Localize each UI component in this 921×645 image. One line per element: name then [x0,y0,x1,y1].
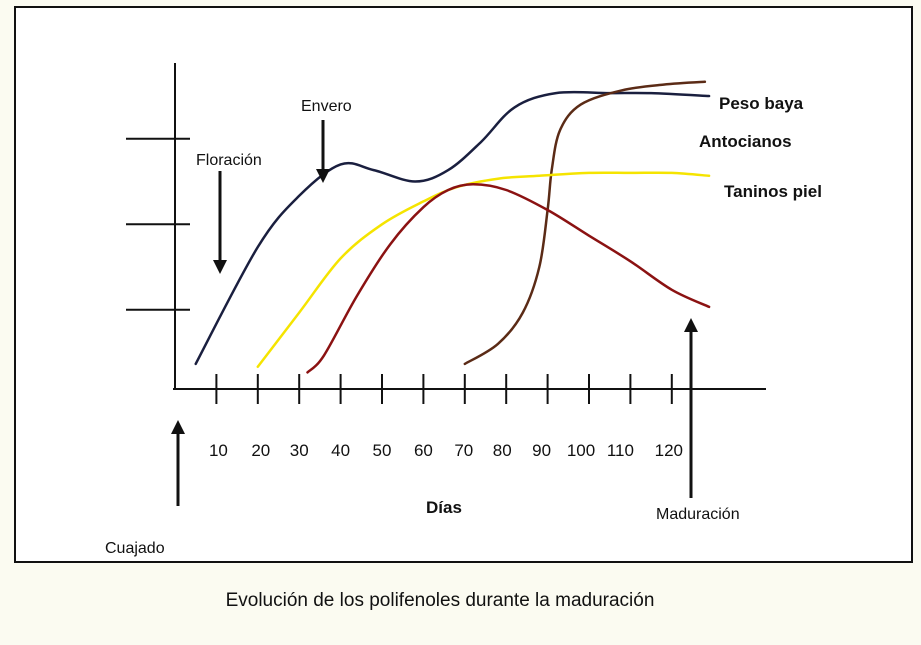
x-tick-label: 40 [331,441,350,460]
chart-title: Evolución de los polifenoles durante la … [225,590,655,611]
x-tick-label: 80 [493,441,512,460]
series-line-peso-baya [194,90,711,366]
series-label: Peso baya [719,94,804,113]
annotation-label: Maduración [656,506,740,523]
x-tick-label: 110 [607,441,634,460]
polyphenol-chart: 10 20 30 40 50 60 70 80 90 100 110 120 Floración Env… [105,63,822,557]
x-tick-label: 100 [567,441,595,460]
arrowhead-icon [684,318,698,332]
x-tick-label: 20 [251,441,270,460]
x-tick-label: 10 [209,441,228,460]
x-tick-label: 120 [655,441,683,460]
annotation-label: Envero [301,98,352,115]
annotation-label: Floración [196,152,262,169]
x-tick-label: 60 [414,441,433,460]
x-tick-label: 70 [454,441,473,460]
arrowhead-icon [171,420,185,434]
series-label: Antocianos [699,132,792,151]
x-tick-label: 90 [532,441,551,460]
x-axis-label: Días [426,498,462,517]
series-line-unlabeled [306,183,711,374]
x-tick-label: 30 [290,441,309,460]
arrowhead-icon [316,169,330,183]
arrowhead-icon [213,260,227,274]
figure-panel: 10 20 30 40 50 60 70 80 90 100 110 120 Floración Env… [14,6,913,563]
x-tick-label: 50 [373,441,392,460]
series-line-antocianos [463,80,707,366]
series-label: Taninos piel [724,182,822,201]
annotation-label: Cuajado [105,540,165,557]
